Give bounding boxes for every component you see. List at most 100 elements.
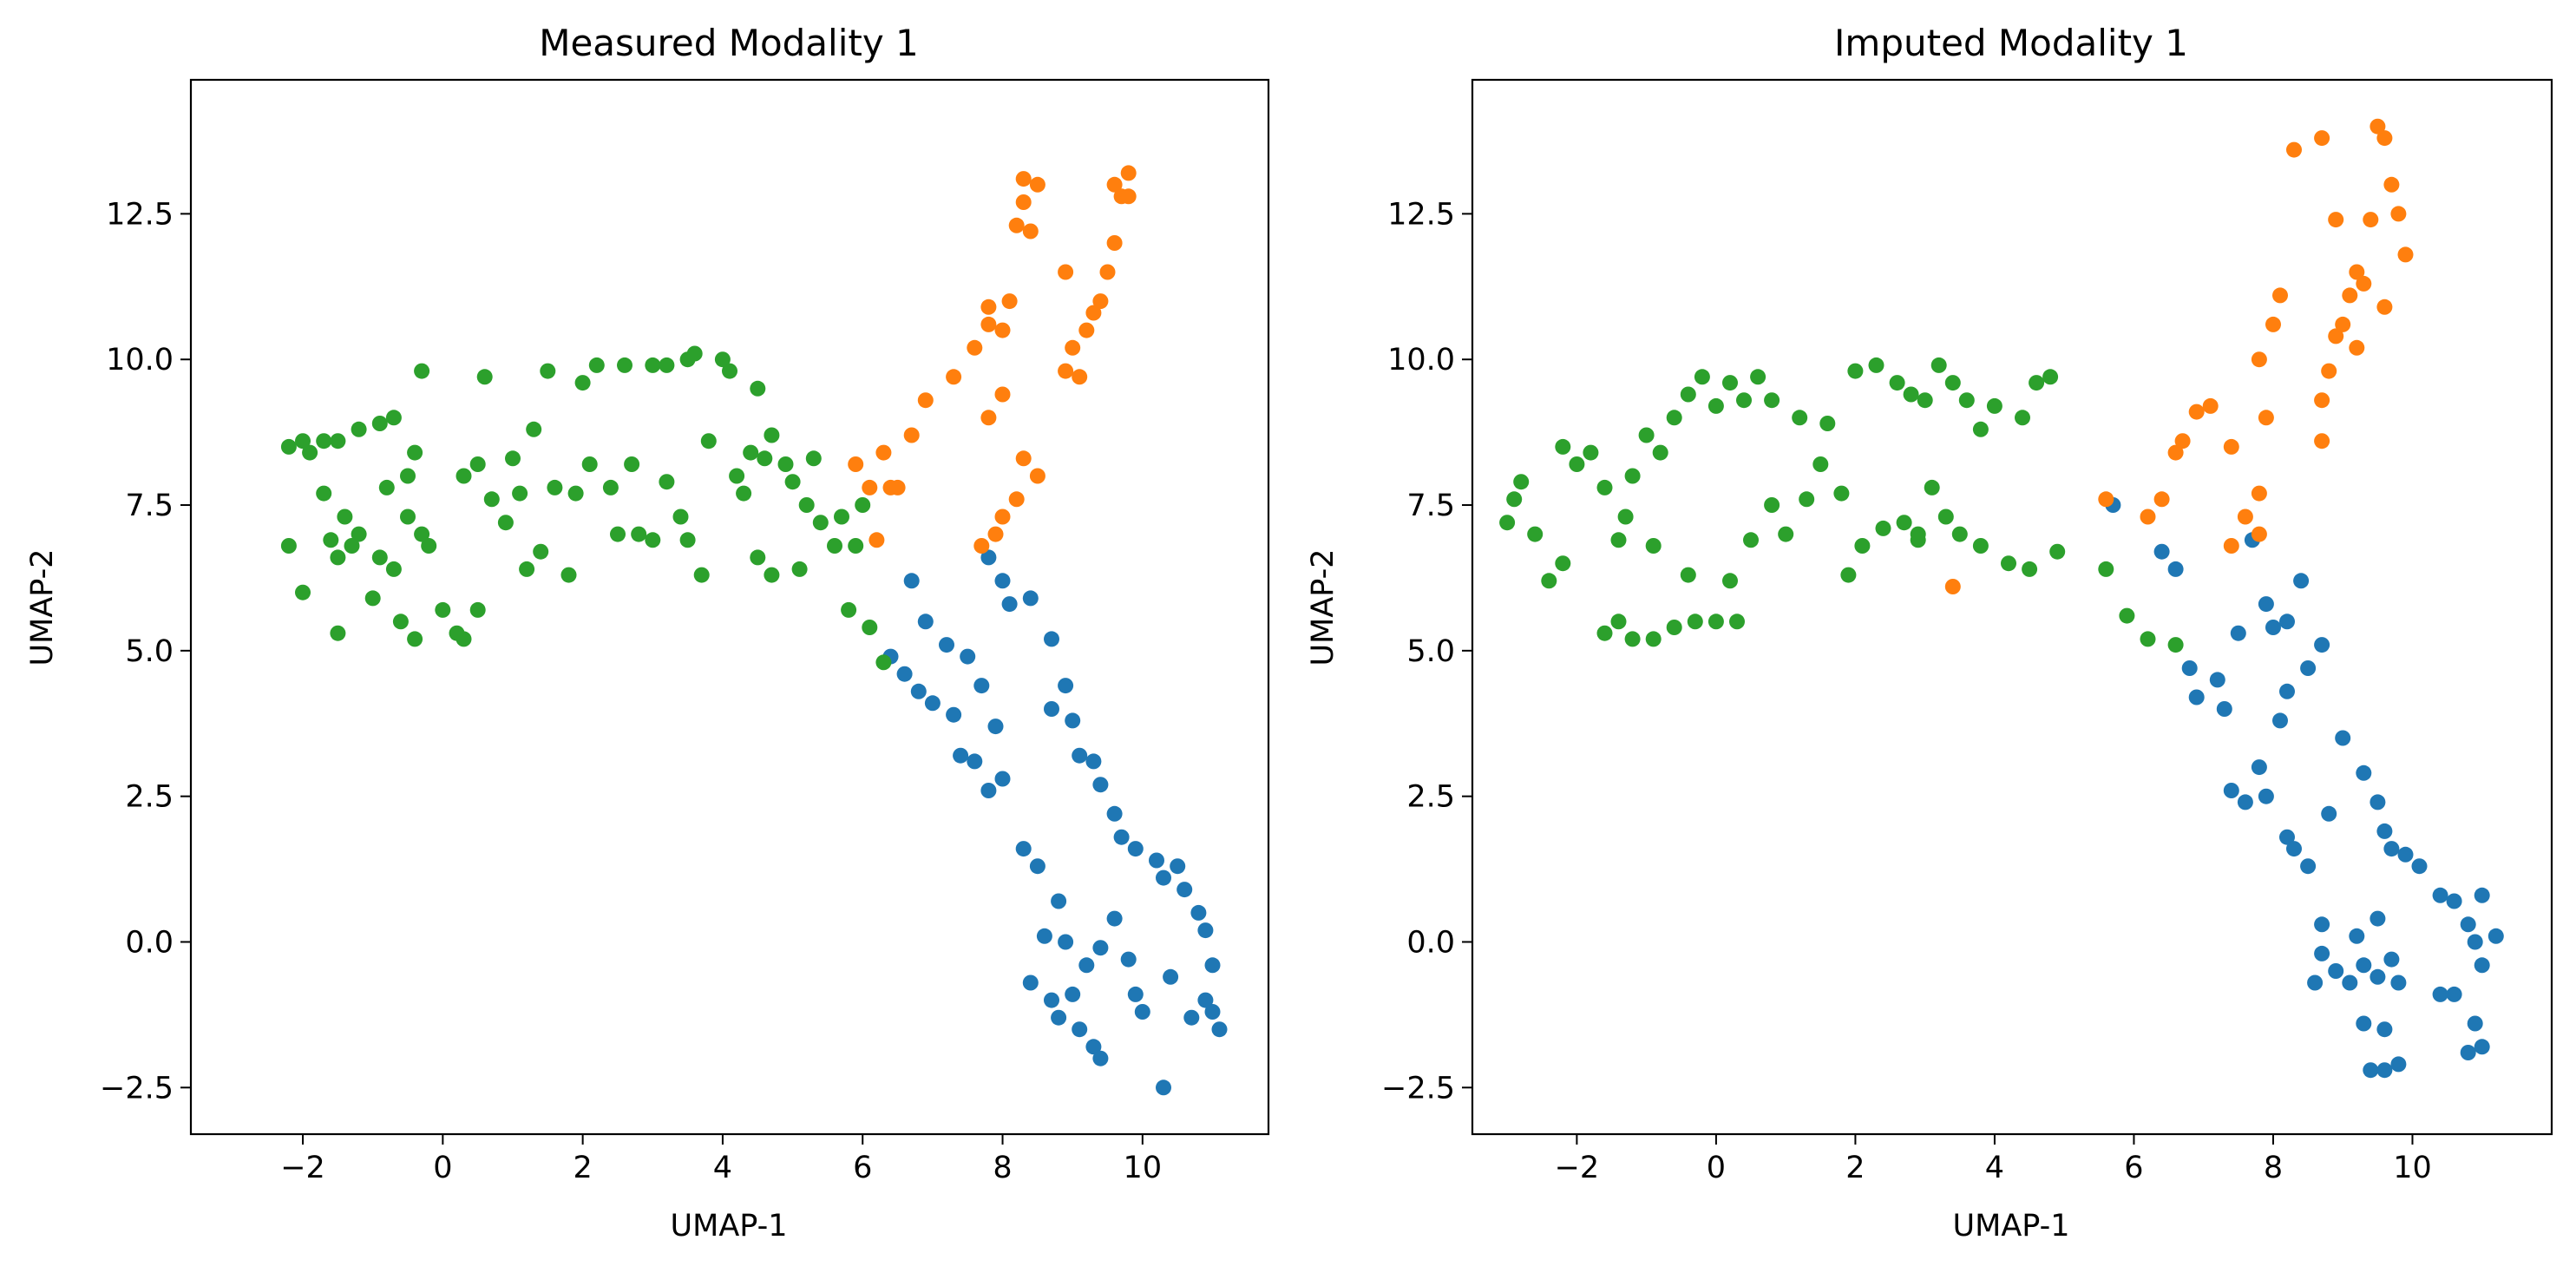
- scatter-point-series-2: [2390, 206, 2407, 222]
- scatter-point-series-3: [385, 561, 402, 577]
- scatter-point-series-2: [1092, 293, 1109, 310]
- x-tick-label: −2: [280, 1151, 325, 1185]
- scatter-point-series-3: [693, 567, 710, 583]
- scatter-point-series-3: [1527, 526, 1544, 542]
- scatter-point-series-1: [967, 753, 983, 770]
- scatter-point-series-1: [2370, 794, 2386, 810]
- x-axis-label: UMAP-1: [1953, 1209, 2070, 1243]
- scatter-point-series-1: [1156, 869, 1171, 886]
- scatter-point-series-3: [1638, 427, 1655, 443]
- scatter-point-series-1: [2153, 543, 2170, 560]
- scatter-point-series-3: [519, 561, 535, 577]
- scatter-point-series-1: [1036, 928, 1052, 944]
- scatter-point-series-1: [1106, 805, 1123, 822]
- scatter-point-series-3: [1930, 357, 1947, 373]
- scatter-point-series-1: [2446, 893, 2462, 909]
- scatter-point-series-3: [1708, 397, 1724, 414]
- scatter-point-series-1: [2460, 1045, 2476, 1060]
- scatter-point-series-3: [1896, 515, 1912, 531]
- x-tick-label: 6: [2124, 1151, 2143, 1185]
- scatter-point-series-3: [337, 509, 353, 525]
- scatter-point-series-3: [280, 538, 297, 554]
- chart-imputed: Imputed Modality 1 −2 0 2 4 6 8 10 −2.5 0.0 2.5 5.…: [1306, 22, 2553, 1243]
- chart-title: Measured Modality 1: [539, 22, 919, 64]
- scatter-point-series-3: [2119, 607, 2135, 624]
- scatter-point-series-3: [645, 357, 661, 373]
- scatter-point-series-3: [743, 444, 759, 461]
- scatter-point-series-3: [617, 357, 633, 373]
- x-tick-label: 6: [853, 1151, 872, 1185]
- scatter-point-series-2: [2356, 275, 2372, 292]
- scatter-point-series-1: [2349, 928, 2365, 944]
- scatter-point-series-1: [2237, 794, 2253, 810]
- scatter-point-series-3: [1624, 631, 1641, 647]
- scatter-point-series-1: [2258, 596, 2274, 613]
- scatter-point-series-3: [659, 474, 675, 490]
- scatter-point-series-2: [2202, 397, 2219, 414]
- scatter-point-series-1: [1029, 858, 1045, 875]
- scatter-point-series-3: [645, 532, 661, 548]
- scatter-point-series-3: [714, 351, 731, 368]
- scatter-point-series-3: [1736, 392, 1752, 409]
- scatter-point-series-1: [1177, 882, 1193, 898]
- scatter-point-series-3: [1847, 363, 1864, 379]
- scatter-point-series-2: [2188, 404, 2205, 420]
- scatter-point-series-1: [2488, 928, 2504, 944]
- scatter-point-series-2: [2328, 328, 2344, 344]
- scatter-point-series-1: [1022, 590, 1039, 607]
- scatter-point-series-3: [407, 444, 423, 461]
- scatter-point-series-3: [1687, 614, 1703, 630]
- scatter-point-series-1: [2376, 823, 2393, 839]
- scatter-point-series-3: [371, 549, 388, 566]
- scatter-point-series-3: [1555, 555, 1571, 572]
- scatter-point-series-1: [2293, 573, 2310, 589]
- scatter-point-series-3: [407, 631, 423, 647]
- scatter-point-series-3: [505, 450, 521, 467]
- scatter-point-series-1: [1204, 957, 1221, 974]
- scatter-point-series-3: [1764, 392, 1780, 409]
- scatter-point-series-3: [567, 485, 584, 502]
- scatter-point-series-1: [1163, 968, 1179, 985]
- scatter-point-series-3: [1917, 392, 1933, 409]
- scatter-point-series-2: [2237, 509, 2253, 525]
- scatter-point-series-1: [1085, 753, 1102, 770]
- ticks: −2 0 2 4 6 8 10 −2.5 0.0 2.5 5.0 7.5 10.0 12.5: [100, 197, 1162, 1185]
- scatter-point-series-1: [2321, 805, 2337, 822]
- scatter-point-series-1: [2370, 910, 2386, 927]
- scatter-point-series-2: [2153, 491, 2170, 508]
- scatter-point-series-1: [953, 747, 969, 764]
- scatter-point-series-2: [875, 444, 892, 461]
- y-tick-label: 7.5: [1406, 489, 1455, 523]
- scatter-point-series-3: [1506, 491, 1523, 508]
- scatter-point-series-2: [2286, 141, 2302, 158]
- y-axis-label: UMAP-2: [25, 549, 60, 666]
- scatter-point-series-2: [2314, 392, 2330, 409]
- scatter-point-series-3: [602, 479, 619, 495]
- scatter-point-series-1: [1156, 1079, 1171, 1096]
- scatter-point-series-1: [2356, 1015, 2372, 1032]
- scatter-point-series-3: [1680, 567, 1696, 583]
- y-tick-label: 12.5: [106, 197, 174, 232]
- y-tick-label: 0.0: [125, 925, 174, 960]
- scatter-point-series-1: [2356, 764, 2372, 781]
- scatter-point-series-2: [917, 392, 934, 409]
- scatter-point-series-1: [1197, 922, 1214, 939]
- scatter-point-series-2: [1029, 468, 1045, 484]
- scatter-point-series-2: [2397, 246, 2414, 263]
- scatter-point-series-1: [2446, 986, 2462, 1002]
- scatter-point-series-1: [2474, 1039, 2490, 1055]
- scatter-point-series-1: [2181, 660, 2198, 676]
- scatter-point-series-1: [2258, 788, 2274, 804]
- scatter-point-series-3: [841, 601, 857, 618]
- scatter-point-series-3: [2029, 375, 2045, 391]
- scatter-point-series-1: [994, 573, 1011, 589]
- scatter-point-series-3: [659, 357, 675, 373]
- x-tick-label: 10: [2393, 1151, 2432, 1185]
- scatter-point-series-1: [1190, 904, 1207, 921]
- scatter-point-series-3: [400, 468, 416, 484]
- scatter-point-series-3: [295, 433, 311, 449]
- x-tick-label: 2: [573, 1151, 592, 1185]
- y-tick-label: 2.5: [125, 780, 174, 815]
- scatter-point-series-3: [777, 456, 794, 472]
- scatter-point-series-3: [631, 526, 647, 542]
